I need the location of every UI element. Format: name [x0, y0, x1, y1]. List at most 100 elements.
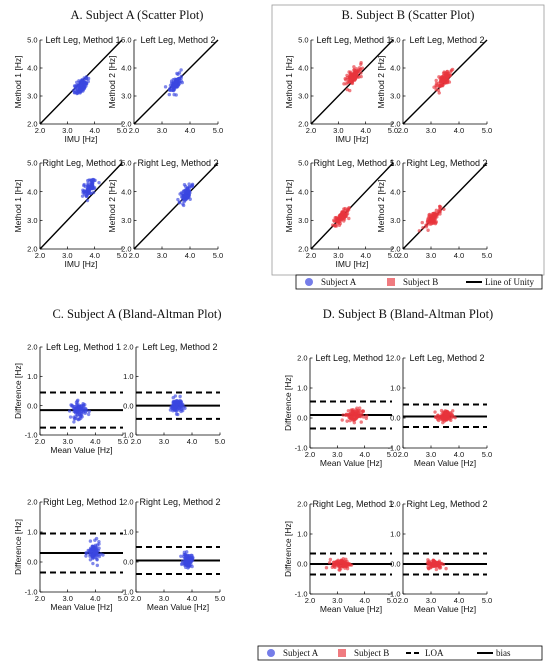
subplot-title: Left Leg, Method 1: [315, 353, 390, 363]
data-point: [173, 394, 178, 398]
data-point: [348, 73, 352, 77]
data-point: [76, 410, 80, 415]
data-point: [434, 220, 438, 224]
subplot-b-1: 2.0 3.0 4.0 5.02.03.04.05.0 Left Leg, Method…: [284, 35, 398, 144]
data-point: [442, 415, 447, 419]
x-tick-label: 3.0: [426, 450, 436, 459]
x-tick-label: 3.0: [333, 126, 343, 135]
x-tick-label: 2.0: [305, 450, 315, 459]
legend-label: Subject A: [321, 277, 357, 287]
data-point: [179, 554, 183, 558]
subplot-a-3: 2.0 3.0 4.0 5.0 2.0 3.0 4.0 5.0 Right Leg, Metho…: [13, 158, 127, 269]
legend-marker-b: [338, 649, 346, 657]
y-tick-label: 2.0: [121, 245, 131, 254]
data-point: [441, 562, 446, 567]
y-tick-label: -1.0: [121, 431, 134, 440]
y-tick-label: 1.0: [123, 372, 133, 381]
x-tick-label: 3.0: [332, 450, 342, 459]
legend-label: Subject B: [403, 277, 438, 287]
data-point: [438, 79, 443, 84]
data-point: [97, 542, 101, 546]
x-tick-label: 5.0: [213, 251, 223, 260]
data-point: [437, 75, 441, 79]
subplot-d-3: 2.0 3.0 4.0 5.0-1.00.01.02.0 Right Leg, Meth…: [283, 499, 397, 614]
data-point: [183, 192, 188, 196]
data-point: [188, 197, 192, 201]
x-tick-label: 4.0: [360, 251, 370, 260]
y-tick-label: 3.0: [298, 216, 308, 225]
x-axis-label: Mean Value [Hz]: [50, 445, 112, 455]
subplot-a-2: 2.0 3.0 4.0 5.02.03.04.05.0 Left Leg, Method…: [107, 35, 223, 135]
y-tick-label: 1.0: [123, 528, 133, 537]
data-point: [89, 179, 94, 183]
data-point: [176, 72, 180, 76]
x-tick-label: 4.0: [359, 596, 369, 605]
subplot-title: Right Leg, Method 1: [43, 497, 124, 507]
x-tick-label: 3.0: [159, 437, 169, 446]
legend-scatter: Subject A Subject B Line of Unity: [295, 274, 543, 290]
data-point: [357, 75, 361, 79]
data-point: [87, 189, 91, 193]
data-point: [97, 180, 101, 185]
data-point: [95, 553, 99, 558]
subplot-b-3: 2.0 3.0 4.0 5.02.03.04.05.0 Right Leg, Metho…: [284, 158, 398, 269]
subplot-title: Left Leg, Method 2: [142, 342, 217, 352]
x-tick-label: 5.0: [388, 251, 398, 260]
data-point: [336, 563, 340, 567]
data-point: [79, 89, 84, 93]
legend-box: [295, 274, 543, 290]
data-point: [97, 554, 102, 559]
data-point: [440, 84, 445, 88]
x-tick-label: 2.0: [129, 126, 139, 135]
y-tick-label: 2.0: [298, 120, 308, 129]
data-point: [92, 555, 96, 560]
subplot-title: Right Leg, Method 2: [139, 497, 220, 507]
data-point: [185, 194, 190, 199]
subplot-title: Left Leg, Method 1: [45, 35, 120, 45]
x-tick-label: 5.0: [118, 594, 128, 603]
y-axis-label: Method 2 [Hz]: [376, 180, 386, 233]
data-point: [358, 409, 362, 413]
y-tick-label: 5.0: [27, 159, 37, 168]
y-axis-label: Method 1 [Hz]: [284, 180, 294, 233]
data-point: [99, 552, 103, 556]
y-tick-label: 2.0: [297, 500, 307, 509]
data-point: [84, 554, 88, 558]
data-point: [86, 79, 90, 84]
x-tick-label: 3.0: [426, 251, 436, 260]
y-tick-label: -1.0: [121, 588, 134, 597]
legend-box: [257, 645, 543, 661]
y-tick-label: 0.0: [297, 414, 307, 423]
y-tick-label: 1.0: [297, 530, 307, 539]
y-tick-label: 2.0: [27, 343, 37, 352]
y-tick-label: -1.0: [388, 590, 401, 599]
data-point: [77, 404, 82, 409]
data-point: [74, 406, 79, 411]
unity-line: [39, 162, 123, 250]
x-axis-label: IMU [Hz]: [64, 259, 97, 269]
data-point: [353, 412, 358, 416]
data-point: [342, 207, 346, 211]
data-point: [426, 220, 431, 224]
x-tick-label: 2.0: [398, 450, 408, 459]
y-tick-label: 2.0: [121, 120, 131, 129]
data-point: [79, 409, 83, 414]
x-tick-label: 2.0: [306, 251, 316, 260]
y-tick-label: 2.0: [390, 354, 400, 363]
data-point: [72, 404, 76, 409]
data-point: [332, 219, 337, 223]
data-point: [341, 413, 345, 417]
x-tick-label: 2.0: [35, 594, 45, 603]
y-axis-label: Method 2 [Hz]: [107, 180, 117, 233]
data-point: [340, 418, 344, 422]
data-point: [173, 399, 177, 404]
data-point: [430, 219, 434, 223]
y-tick-label: 2.0: [390, 120, 400, 129]
y-tick-label: 0.0: [27, 401, 37, 410]
data-point: [179, 562, 184, 567]
data-point: [347, 216, 351, 221]
x-tick-label: 5.0: [482, 596, 492, 605]
x-tick-label: 3.0: [62, 251, 72, 260]
data-point: [445, 413, 449, 418]
